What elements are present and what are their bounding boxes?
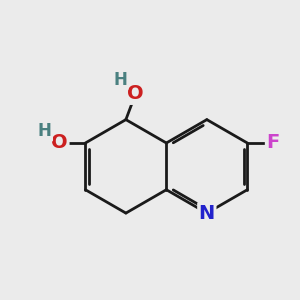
Text: F: F (266, 134, 280, 152)
Text: N: N (199, 204, 215, 223)
Text: H: H (38, 122, 52, 140)
Text: O: O (51, 134, 68, 152)
Text: H: H (113, 71, 127, 89)
Text: O: O (127, 84, 143, 104)
